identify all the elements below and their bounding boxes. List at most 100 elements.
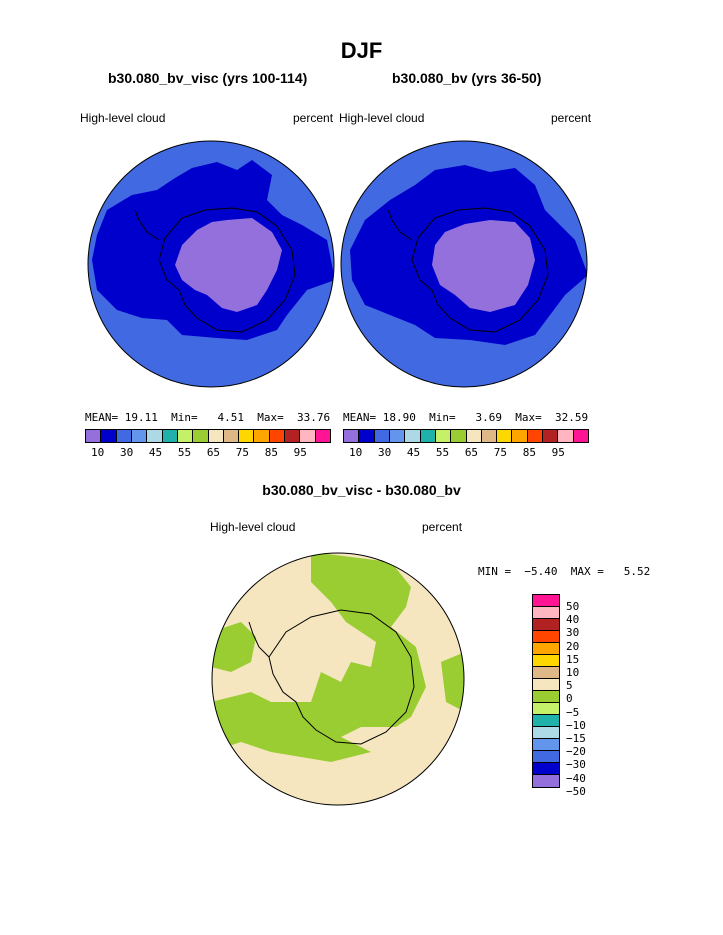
diff-colorbar-tick-label: 5 <box>566 679 573 693</box>
panel-2-coastline <box>411 207 549 333</box>
diff-units-label: percent <box>422 520 463 534</box>
colorbar-swatch <box>420 430 436 442</box>
panel-2-high-cloud-region <box>432 220 535 312</box>
colorbar-swatch <box>101 430 117 442</box>
colorbar-swatch <box>254 430 270 442</box>
colorbar-swatch <box>162 430 178 442</box>
colorbar-tick-label: 75 <box>235 446 250 459</box>
diff-colorbar <box>532 594 560 788</box>
panel-1-mean-label: MEAN= <box>85 411 119 424</box>
colorbar-tick-label: 55 <box>435 446 450 459</box>
diff-colorbar-tick-label: −50 <box>566 784 586 798</box>
diff-colorbar-tick-label: −10 <box>566 718 586 732</box>
diff-colorbar-tick-label: −15 <box>566 732 586 745</box>
colorbar-swatch <box>497 430 513 442</box>
diff-colorbar-swatch <box>533 691 559 703</box>
panel-1-variable-label: High-level cloud <box>80 111 166 125</box>
diff-colorbar-tick-label: −20 <box>566 745 586 759</box>
panel-1-max-label: Max= <box>257 411 284 424</box>
diff-colorbar-tick-label: 30 <box>566 626 580 640</box>
colorbar-swatch <box>344 430 360 442</box>
diff-colorbar-swatch <box>533 667 559 679</box>
colorbar-swatch <box>239 430 255 442</box>
panel-2-mean-label: MEAN= <box>343 411 377 424</box>
diff-colorbar-tick-label: 10 <box>566 666 580 679</box>
colorbar-swatch <box>558 430 574 442</box>
diff-negative-region-east <box>441 652 464 712</box>
panel-2-stats: MEAN= 18.90 Min= 3.69 Max= 32.59 <box>343 411 588 424</box>
panel-2-peninsula <box>387 209 413 241</box>
diff-colorbar-tick-label: 50 <box>566 600 580 613</box>
diff-colorbar-tick-label: 20 <box>566 639 580 653</box>
panel-2-colorbar <box>343 429 589 443</box>
colorbar-tick-label: 55 <box>177 446 192 459</box>
diff-colorbar-swatch <box>533 655 559 667</box>
diff-title: b30.080_bv_visc - b30.080_bv <box>262 482 461 498</box>
colorbar-tick-label: 85 <box>522 446 536 459</box>
diff-colorbar-swatch <box>533 763 559 775</box>
diff-stats: MIN = −5.40 MAX = 5.52 <box>478 565 650 578</box>
panel-1-case-title: b30.080_bv_visc (yrs 100-114) <box>108 70 308 86</box>
colorbar-swatch <box>481 430 498 442</box>
diff-colorbar-swatch <box>533 631 559 643</box>
colorbar-swatch <box>466 430 482 442</box>
diff-colorbar-tick-label: 40 <box>566 613 580 627</box>
panel-1-min-value: 4.51 <box>217 411 245 424</box>
panel-1-units-label: percent <box>293 111 334 125</box>
diff-colorbar-tick-label: −5 <box>566 705 580 719</box>
colorbar-tick-label: 65 <box>206 446 221 459</box>
diff-colorbar-swatch <box>533 775 559 787</box>
colorbar-swatch <box>131 430 148 442</box>
diff-colorbar-swatch <box>533 679 559 691</box>
colorbar-swatch <box>315 430 330 442</box>
colorbar-swatch <box>359 430 375 442</box>
colorbar-tick-label: 65 <box>464 446 479 459</box>
panel-2-min-label: Min= <box>429 411 456 424</box>
panel-2-case-title: b30.080_bv (yrs 36-50) <box>392 70 542 86</box>
colorbar-swatch <box>193 430 209 442</box>
diff-colorbar-swatch <box>533 751 559 763</box>
colorbar-swatch <box>147 430 163 442</box>
diff-peninsula <box>248 621 270 658</box>
panel-2-map <box>340 140 588 388</box>
colorbar-swatch <box>405 430 421 442</box>
colorbar-tick-label: 30 <box>119 446 134 459</box>
colorbar-swatch <box>300 430 316 442</box>
colorbar-tick-label: 45 <box>148 446 163 459</box>
colorbar-swatch <box>177 430 194 442</box>
colorbar-swatch <box>435 430 452 442</box>
colorbar-swatch <box>86 430 102 442</box>
panel-2-variable-label: High-level cloud <box>339 111 425 125</box>
page-title: DJF <box>340 38 383 63</box>
panel-1-map <box>87 140 335 388</box>
panel-1-mean-value: 19.11 <box>124 411 158 424</box>
colorbar-tick-label: 10 <box>349 446 363 459</box>
colorbar-swatch <box>285 430 301 442</box>
colorbar-swatch <box>116 430 132 442</box>
colorbar-tick-label: 95 <box>551 446 565 459</box>
colorbar-swatch <box>451 430 467 442</box>
panel-2-max-value: 32.59 <box>555 411 589 424</box>
colorbar-swatch <box>543 430 559 442</box>
colorbar-tick-label: 45 <box>406 446 421 459</box>
panel-1-coastline <box>158 207 296 333</box>
diff-min-value: −5.40 <box>524 565 558 578</box>
panel-1-colorbar <box>85 429 331 443</box>
colorbar-tick-label: 30 <box>377 446 392 459</box>
diff-colorbar-tick-label: −40 <box>566 771 586 785</box>
diff-max-value: 5.52 <box>623 565 651 578</box>
colorbar-swatch <box>573 430 588 442</box>
diff-colorbar-swatch <box>533 715 559 727</box>
panel-1-colorbar-ticks: 10 30 45 55 65 75 85 95 <box>91 446 307 459</box>
colorbar-swatch <box>527 430 544 442</box>
diff-map <box>211 552 465 806</box>
diff-min-label: MIN = <box>478 565 512 578</box>
panel-2-colorbar-ticks: 10 30 45 55 65 75 85 95 <box>349 446 565 459</box>
colorbar-tick-label: 10 <box>91 446 105 459</box>
colorbar-swatch <box>374 430 390 442</box>
diff-colorbar-swatch <box>533 607 559 619</box>
colorbar-tick-label: 95 <box>293 446 307 459</box>
panel-1-stats: MEAN= 19.11 Min= 4.51 Max= 33.76 <box>85 411 330 424</box>
diff-colorbar-tick-label: 15 <box>566 652 580 666</box>
diff-colorbar-swatch <box>533 643 559 655</box>
